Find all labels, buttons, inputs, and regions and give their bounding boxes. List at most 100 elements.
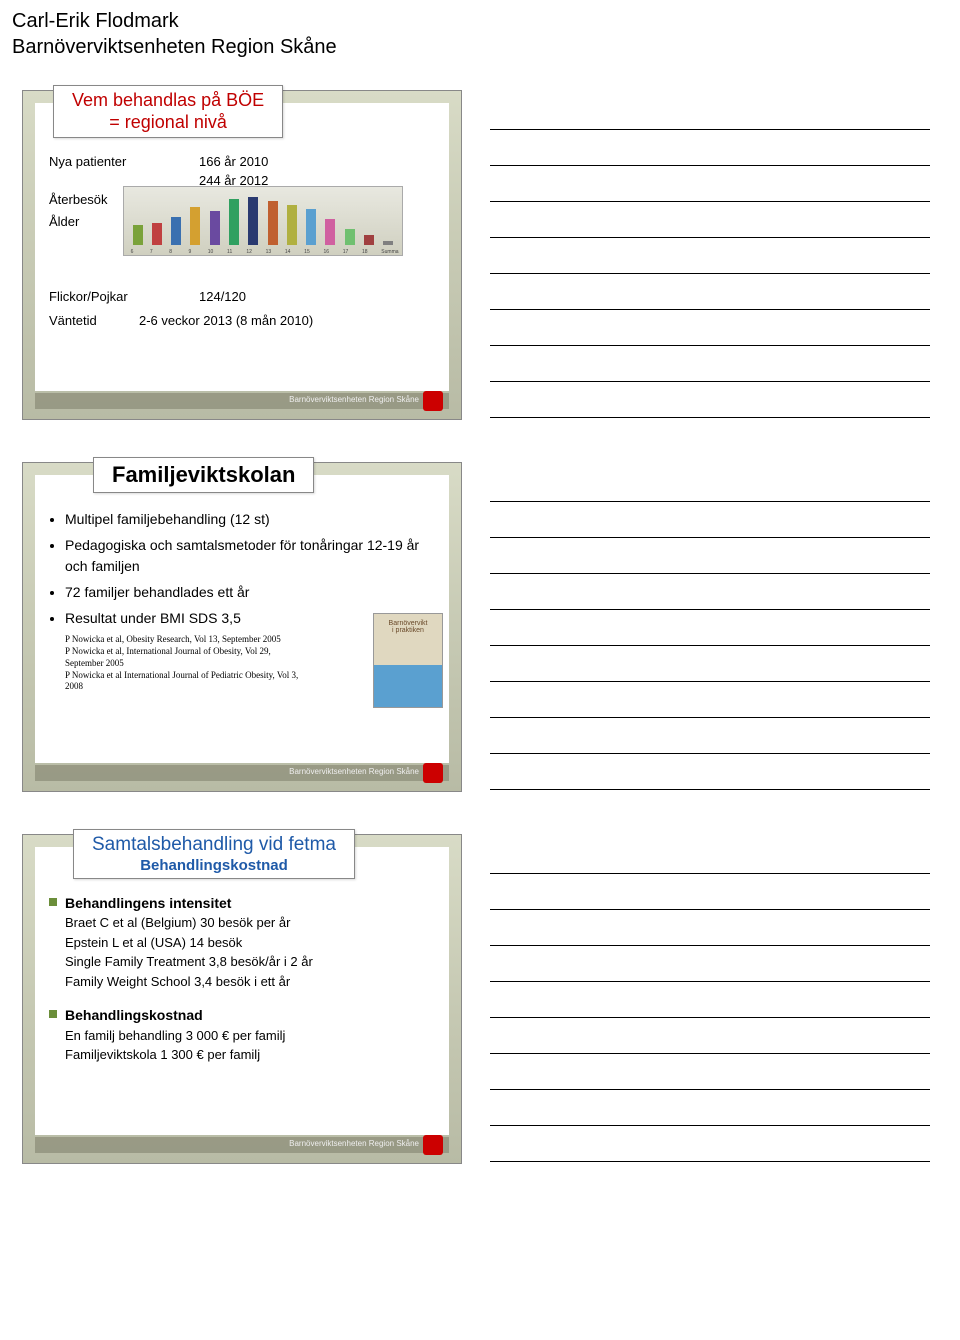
note-line — [490, 94, 930, 130]
s1-r4-label: Väntetid — [49, 312, 139, 331]
chart-bar: 9 — [190, 207, 200, 245]
s1-r3-label: Flickor/Pojkar — [49, 288, 199, 307]
slide1-title-l1: Vem behandlas på BÖE — [72, 90, 264, 112]
slide3-title: Samtalsbehandling vid fetma — [92, 834, 336, 857]
slide1-col: Vem behandlas på BÖE = regional nivå Nya… — [0, 80, 480, 432]
row-2: Familjeviktskolan Multipel familjebehand… — [0, 452, 960, 804]
footer-text-1: Barnöverviktsenheten Region Skåne — [289, 395, 419, 404]
chart-bar: 13 — [268, 201, 278, 245]
note-line — [490, 754, 930, 790]
slide3-footer: Barnöverviktsenheten Region Skåne — [35, 1137, 449, 1153]
s1-r4-val: 2-6 veckor 2013 (8 mån 2010) — [139, 312, 435, 331]
chart-bar: 14 — [287, 205, 297, 245]
s3-h1-l4: Family Weight School 3,4 besök i ett år — [65, 972, 435, 992]
slide3-list: Behandlingens intensitet Braet C et al (… — [49, 893, 435, 1065]
notes-3 — [480, 824, 960, 1176]
s3-h1-l2: Epstein L et al (USA) 14 besök — [65, 933, 435, 953]
slide2-refs: P Nowicka et al, Obesity Research, Vol 1… — [49, 634, 309, 692]
slide2-footer: Barnöverviktsenheten Region Skåne — [35, 765, 449, 781]
note-line — [490, 838, 930, 874]
note-line — [490, 718, 930, 754]
header-line2: Barnöverviktsenheten Region Skåne — [12, 34, 337, 60]
row-1: Vem behandlas på BÖE = regional nivå Nya… — [0, 80, 960, 432]
note-line — [490, 1090, 930, 1126]
s3-h1-l1: Braet C et al (Belgium) 30 besök per år — [65, 913, 435, 933]
chart-bar: 7 — [152, 223, 162, 245]
s2-b2: Pedagogiska och samtalsmetoder för tonår… — [65, 535, 435, 576]
note-line — [490, 874, 930, 910]
slide3-subtitle: Behandlingskostnad — [92, 857, 336, 874]
footer-logo-2 — [423, 763, 443, 783]
note-line — [490, 466, 930, 502]
s2-ref1: P Nowicka et al, Obesity Research, Vol 1… — [65, 634, 309, 646]
header-line1: Carl-Erik Flodmark — [12, 8, 337, 34]
note-line — [490, 1018, 930, 1054]
note-line — [490, 646, 930, 682]
footer-text-3: Barnöverviktsenheten Region Skåne — [289, 1139, 419, 1148]
age-bar-chart: 6789 10 1112131415 16 17 18 Summa — [123, 186, 403, 256]
s2-b3: 72 familjer behandlades ett år — [65, 582, 435, 602]
footer-logo-1 — [423, 391, 443, 411]
notes-2 — [480, 452, 960, 804]
chart-bar: 11 — [229, 199, 239, 245]
note-line — [490, 274, 930, 310]
note-line — [490, 166, 930, 202]
s3-h1: Behandlingens intensitet — [65, 895, 231, 911]
note-line — [490, 610, 930, 646]
footer-logo-3 — [423, 1135, 443, 1155]
slide3-col: Samtalsbehandling vid fetma Behandlingsk… — [0, 824, 480, 1176]
slide2-title: Familjeviktskolan — [112, 462, 295, 488]
note-line — [490, 574, 930, 610]
page-header: Carl-Erik Flodmark Barnöverviktsenheten … — [12, 8, 337, 60]
slide2-title-box: Familjeviktskolan — [93, 457, 314, 493]
slide-3: Samtalsbehandling vid fetma Behandlingsk… — [22, 834, 462, 1164]
slide2-col: Familjeviktskolan Multipel familjebehand… — [0, 452, 480, 804]
chart-bar: Summa — [383, 241, 393, 245]
book-l2: i praktiken — [374, 627, 442, 634]
chart-bar: 16 — [325, 219, 335, 245]
slide-1: Vem behandlas på BÖE = regional nivå Nya… — [22, 90, 462, 420]
note-line — [490, 310, 930, 346]
slide1-title-l2: = regional nivå — [72, 112, 264, 134]
note-line — [490, 538, 930, 574]
book-l1: Barnövervikt — [374, 620, 442, 627]
note-line — [490, 946, 930, 982]
chart-bar: 8 — [171, 217, 181, 245]
note-line — [490, 346, 930, 382]
s3-h2-l2: Familjeviktskola 1 300 € per familj — [65, 1045, 435, 1065]
notes-1 — [480, 80, 960, 432]
chart-bar: 6 — [133, 225, 143, 245]
slide-2: Familjeviktskolan Multipel familjebehand… — [22, 462, 462, 792]
s2-b1: Multipel familjebehandling (12 st) — [65, 509, 435, 529]
content-area: Vem behandlas på BÖE = regional nivå Nya… — [0, 80, 960, 1196]
s2-ref3: P Nowicka et al International Journal of… — [65, 670, 309, 693]
chart-bar: 17 — [345, 229, 355, 245]
note-line — [490, 1126, 930, 1162]
row-3: Samtalsbehandling vid fetma Behandlingsk… — [0, 824, 960, 1176]
slide1-title-box: Vem behandlas på BÖE = regional nivå — [53, 85, 283, 138]
chart-bar: 10 — [210, 211, 220, 245]
book-thumbnail: Barnövervikt i praktiken — [373, 613, 443, 708]
slide3-inner: Behandlingens intensitet Braet C et al (… — [35, 847, 449, 1135]
s3-h2: Behandlingskostnad — [65, 1007, 203, 1023]
note-line — [490, 238, 930, 274]
s1-r3-val: 124/120 — [199, 288, 435, 307]
chart-bar: 18 — [364, 235, 374, 245]
note-line — [490, 982, 930, 1018]
s3-h2-l1: En familj behandling 3 000 € per familj — [65, 1026, 435, 1046]
s1-r1-v1: 166 år 2010 — [199, 153, 435, 172]
slide3-title-box: Samtalsbehandling vid fetma Behandlingsk… — [73, 829, 355, 879]
s2-ref2: P Nowicka et al, International Journal o… — [65, 646, 309, 669]
note-line — [490, 1054, 930, 1090]
note-line — [490, 502, 930, 538]
chart-bar: 15 — [306, 209, 316, 245]
slide1-footer: Barnöverviktsenheten Region Skåne — [35, 393, 449, 409]
slide3-body: Behandlingens intensitet Braet C et al (… — [49, 893, 435, 1069]
note-line — [490, 382, 930, 418]
slide2-bullets: Multipel familjebehandling (12 st) Pedag… — [49, 509, 435, 628]
note-line — [490, 130, 930, 166]
note-line — [490, 202, 930, 238]
s3-h1-l3: Single Family Treatment 3,8 besök/år i 2… — [65, 952, 435, 972]
note-line — [490, 910, 930, 946]
chart-bar: 12 — [248, 197, 258, 245]
